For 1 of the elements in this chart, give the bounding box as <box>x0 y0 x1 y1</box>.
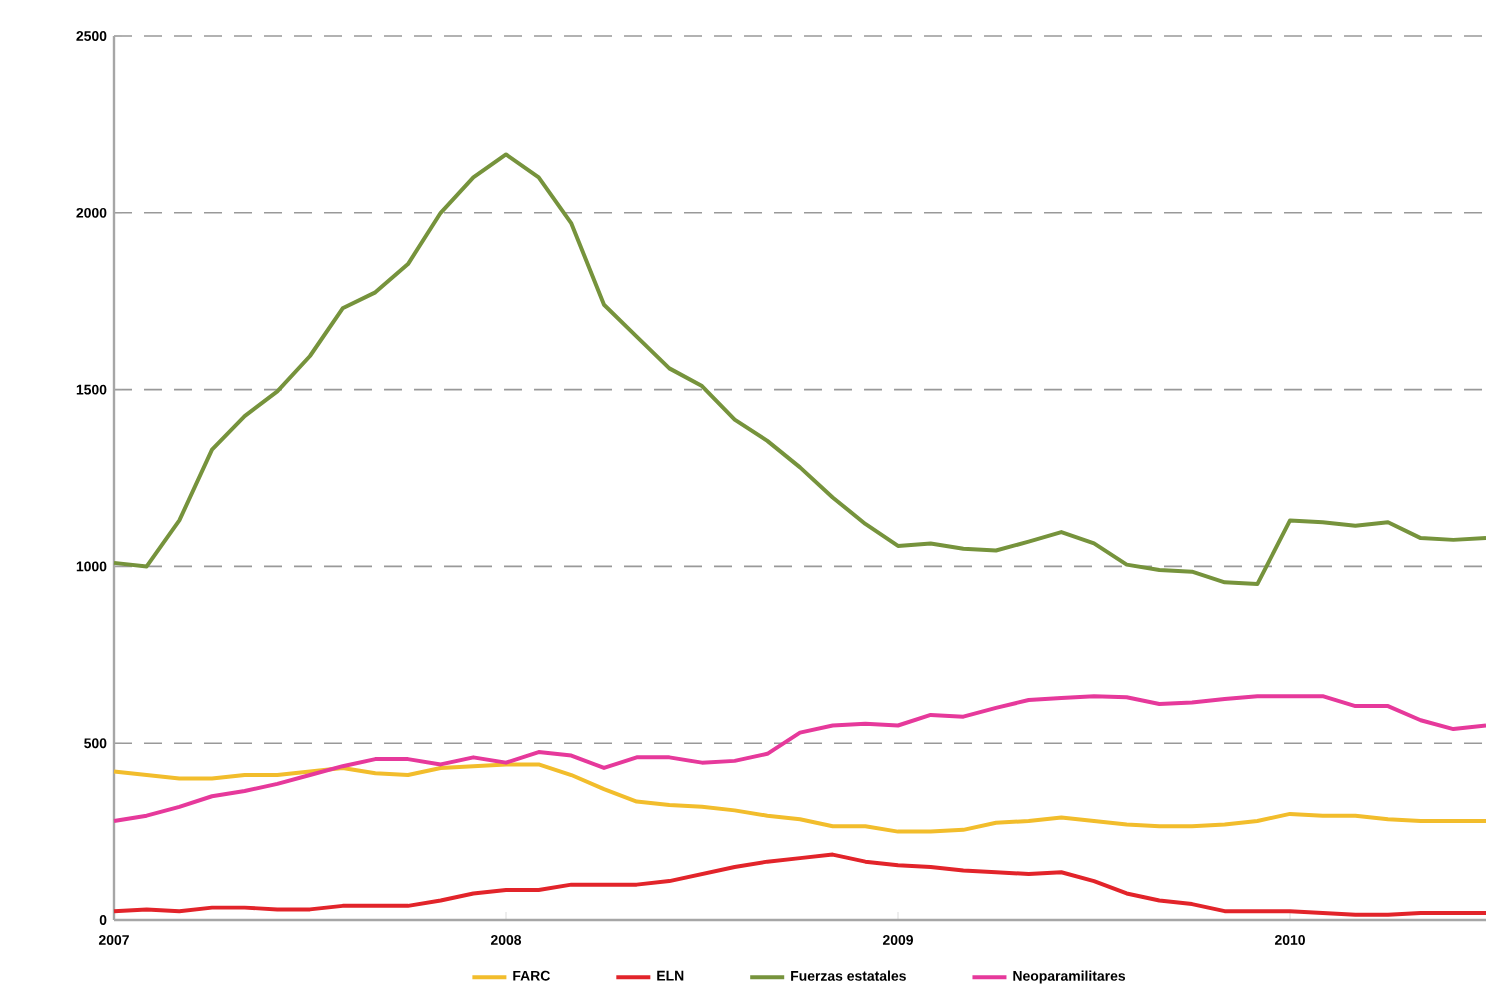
line-series <box>112 152 1486 587</box>
